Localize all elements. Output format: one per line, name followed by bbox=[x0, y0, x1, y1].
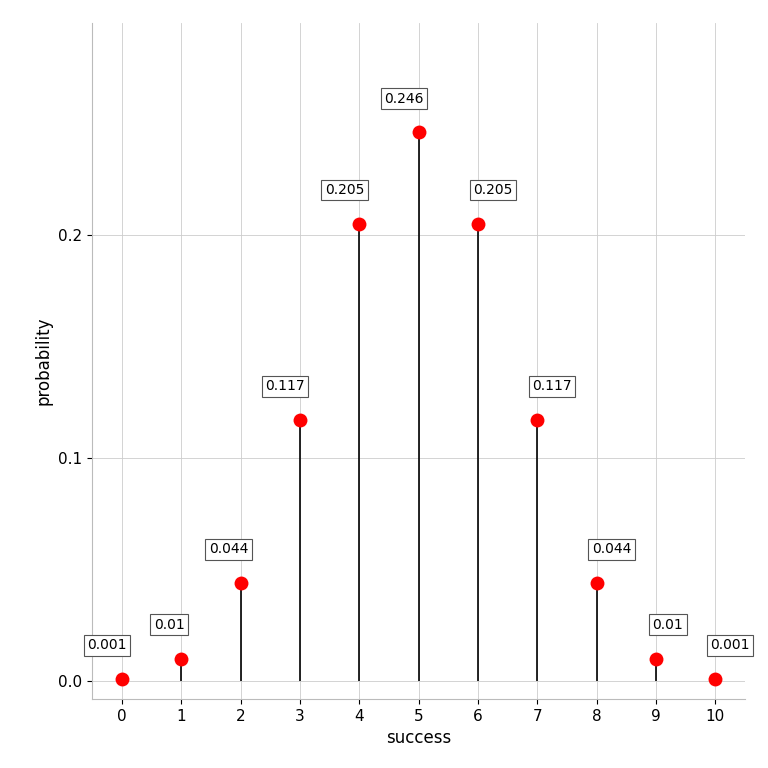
Text: 0.205: 0.205 bbox=[473, 183, 512, 197]
Text: 0.246: 0.246 bbox=[384, 91, 423, 105]
X-axis label: success: success bbox=[386, 729, 451, 747]
Text: 0.001: 0.001 bbox=[88, 638, 127, 652]
Y-axis label: probability: probability bbox=[35, 316, 53, 406]
Point bbox=[293, 414, 306, 426]
Text: 0.01: 0.01 bbox=[154, 618, 184, 632]
Point bbox=[353, 217, 366, 230]
Point bbox=[591, 577, 603, 589]
Point bbox=[531, 414, 544, 426]
Point bbox=[234, 577, 247, 589]
Text: 0.117: 0.117 bbox=[532, 379, 572, 393]
Text: 0.044: 0.044 bbox=[209, 542, 248, 556]
Point bbox=[472, 217, 484, 230]
Point bbox=[175, 653, 187, 665]
Text: 0.117: 0.117 bbox=[265, 379, 305, 393]
Point bbox=[650, 653, 662, 665]
Point bbox=[116, 673, 128, 685]
Text: 0.001: 0.001 bbox=[710, 638, 750, 652]
Text: 0.01: 0.01 bbox=[653, 618, 684, 632]
Text: 0.044: 0.044 bbox=[592, 542, 631, 556]
Point bbox=[412, 126, 425, 138]
Text: 0.205: 0.205 bbox=[325, 183, 364, 197]
Point bbox=[709, 673, 721, 685]
